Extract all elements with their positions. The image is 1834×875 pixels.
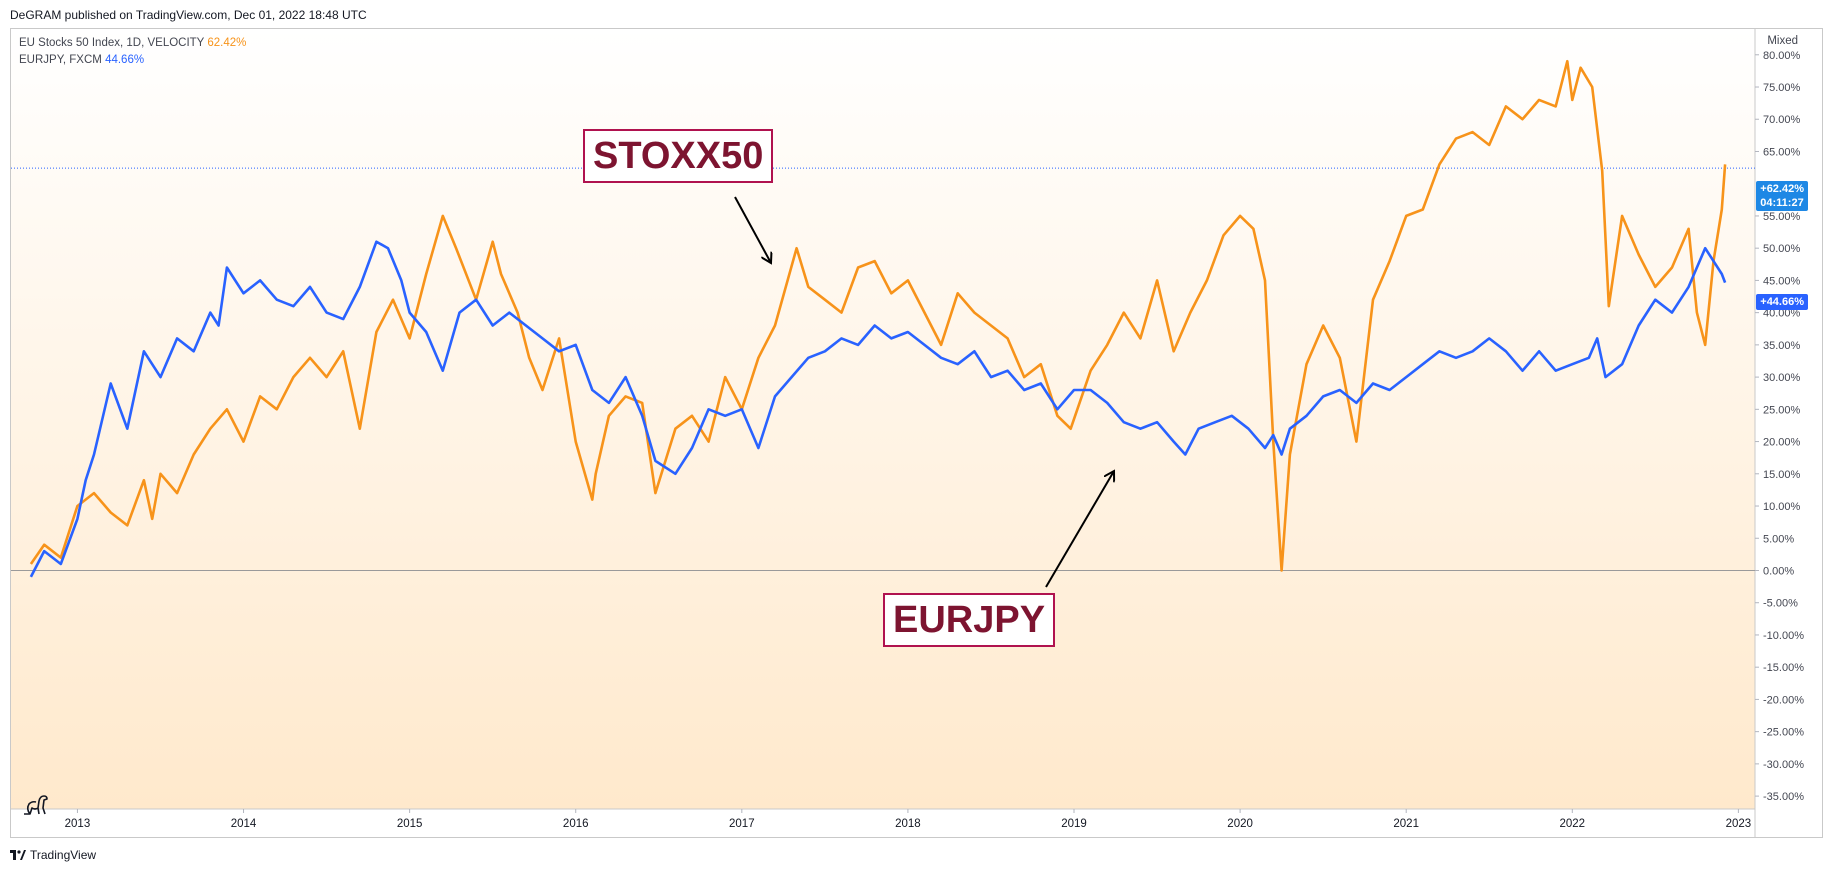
stoxx-price-tag-value: +62.42% [1760, 183, 1804, 195]
y-tick-label: 50.00% [1763, 243, 1801, 255]
publish-caption: DeGRAM published on TradingView.com, Dec… [10, 8, 367, 22]
stoxx-annotation[interactable]: STOXX50 [583, 129, 774, 183]
y-tick-label: -15.00% [1763, 662, 1804, 674]
y-tick-label: 45.00% [1763, 275, 1801, 287]
y-tick-label: -35.00% [1763, 791, 1804, 803]
y-tick-label: 40.00% [1763, 308, 1801, 320]
legend-row-stoxx[interactable]: EU Stocks 50 Index, 1D, VELOCITY 62.42% [19, 35, 246, 52]
stoxx-price-tag: +62.42% 04:11:27 [1756, 181, 1808, 211]
scale-mode-label[interactable]: Mixed [1767, 35, 1798, 47]
y-tick-label: 15.00% [1763, 469, 1801, 481]
footer-brand[interactable]: TradingView [10, 848, 96, 862]
series-line-eurjpy [29, 240, 1727, 578]
x-tick-label: 2017 [729, 818, 755, 830]
legend-row-eurjpy[interactable]: EURJPY, FXCM 44.66% [19, 52, 246, 69]
x-tick-label: 2019 [1061, 818, 1087, 830]
x-tick-label: 2018 [895, 818, 921, 830]
y-tick-label: 75.00% [1763, 82, 1801, 94]
plot-background [11, 29, 1755, 809]
dino-icon[interactable] [21, 791, 49, 817]
tradingview-logo-icon [10, 850, 26, 860]
legend-eurjpy-name: EURJPY, FXCM [19, 54, 102, 66]
x-tick-label: 2020 [1227, 818, 1253, 830]
x-tick-label: 2021 [1393, 818, 1419, 830]
x-tick-label: 2013 [65, 818, 91, 830]
chart-panel[interactable]: 80.00% 75.00% 70.00% 65.00% 55.00% 50.00% 45.0… [10, 28, 1823, 838]
y-tick-label: 20.00% [1763, 437, 1801, 449]
series-line-stoxx50 [29, 59, 1727, 572]
eurjpy-annotation[interactable]: EURJPY [883, 593, 1056, 647]
y-tick-label: 35.00% [1763, 340, 1801, 352]
legend-stoxx-value: 62.42% [207, 37, 247, 49]
y-tick-label: 30.00% [1763, 372, 1801, 384]
stoxx-arrow [734, 196, 771, 263]
y-tick-label: -30.00% [1763, 759, 1804, 771]
x-tick-label: 2015 [397, 818, 423, 830]
y-tick-label: 25.00% [1763, 404, 1801, 416]
stoxx-price-tag-countdown: 04:11:27 [1760, 197, 1804, 209]
legend-stoxx-name: EU Stocks 50 Index, 1D, VELOCITY [19, 37, 205, 49]
y-tick-label: 10.00% [1763, 501, 1801, 513]
eurjpy-arrow [1045, 471, 1114, 588]
y-tick-label: 5.00% [1763, 533, 1794, 545]
legend-eurjpy-value: 44.66% [105, 54, 145, 66]
x-tick-label: 2014 [231, 818, 257, 830]
y-tick-label: 65.00% [1763, 146, 1801, 158]
y-tick-label: -10.00% [1763, 630, 1804, 642]
y-tick-label: -25.00% [1763, 727, 1804, 739]
x-tick-label: 2022 [1559, 818, 1585, 830]
eurjpy-price-tag: +44.66% [1756, 294, 1808, 310]
y-tick-label: 70.00% [1763, 114, 1801, 126]
chart-svg[interactable]: 80.00% 75.00% 70.00% 65.00% 55.00% 50.00% 45.0… [11, 29, 1823, 838]
x-tick-label: 2023 [1726, 818, 1752, 830]
y-tick-label: 80.00% [1763, 50, 1801, 62]
chart-legend: EU Stocks 50 Index, 1D, VELOCITY 62.42% … [19, 35, 246, 69]
footer-brand-text: TradingView [30, 848, 97, 862]
y-tick-label: -20.00% [1763, 694, 1804, 706]
y-tick-label: 0.00% [1763, 565, 1794, 577]
y-tick-label: 55.00% [1763, 211, 1801, 223]
y-tick-label: -5.00% [1763, 598, 1798, 610]
x-tick-label: 2016 [563, 818, 589, 830]
